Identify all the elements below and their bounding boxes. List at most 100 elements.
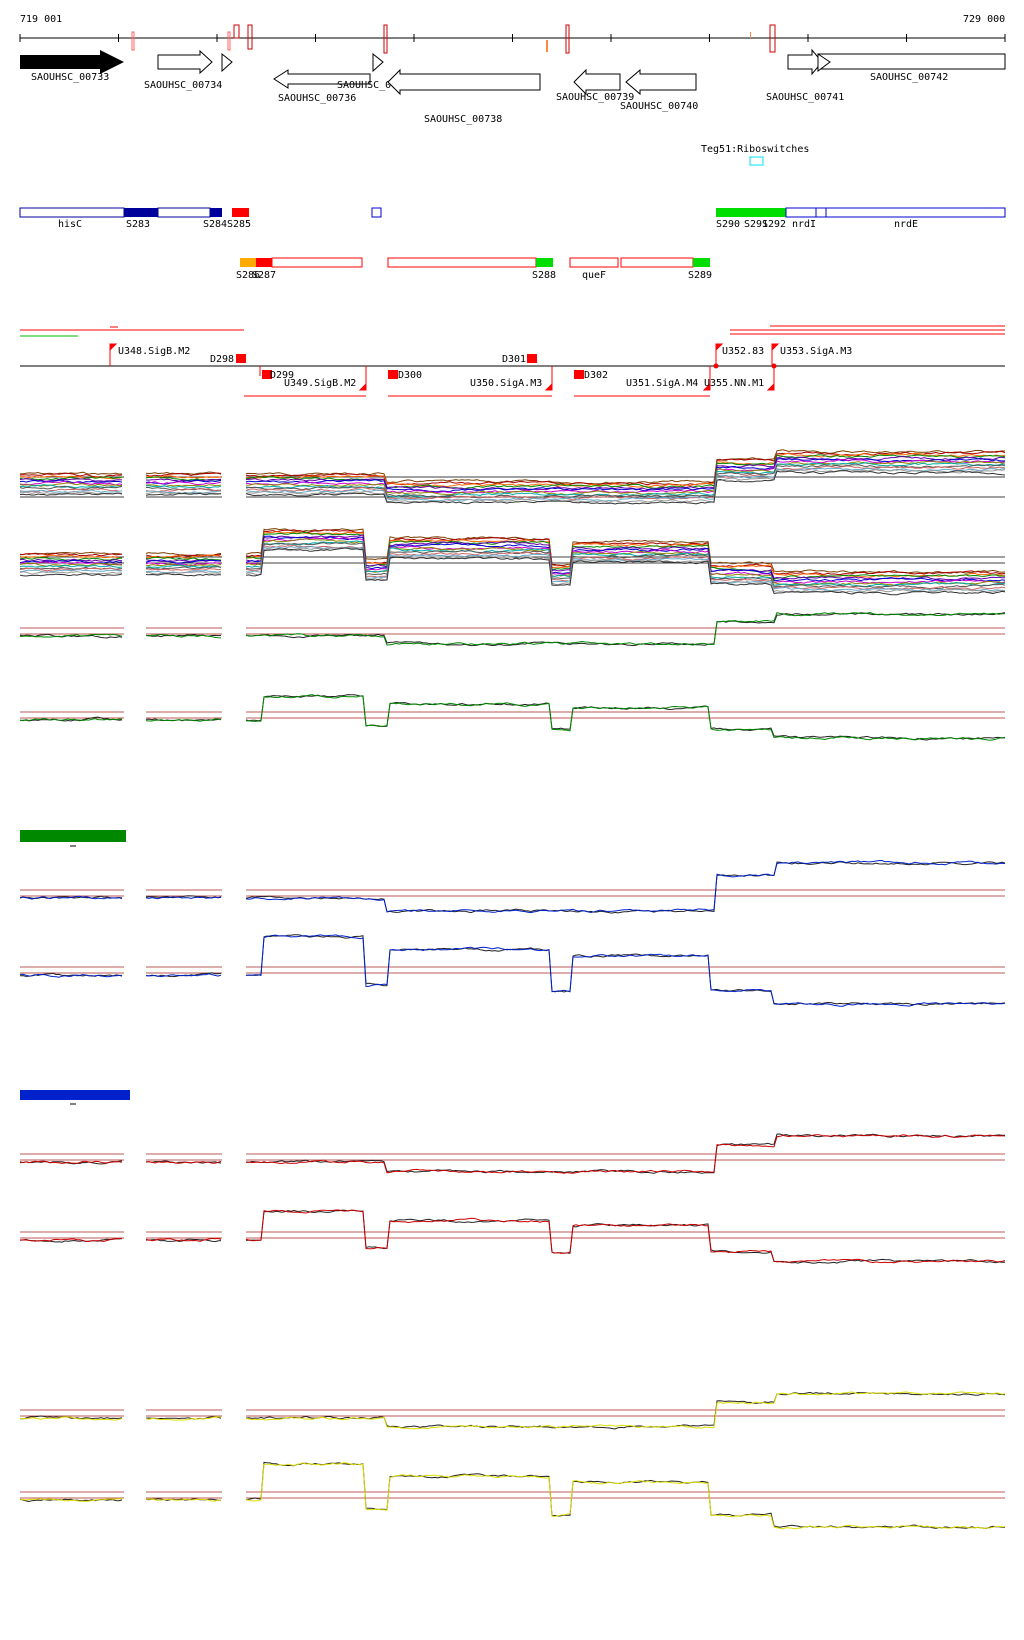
- feature-box[interactable]: [693, 258, 710, 267]
- signal-line: [245, 859, 1006, 914]
- gene-label[interactable]: SAOUHSC_00739: [556, 92, 634, 103]
- signal-line: [245, 465, 1006, 501]
- gene-arrow[interactable]: [787, 48, 823, 76]
- legend-bar-green: [20, 830, 126, 842]
- promoter-label[interactable]: U350.SigA.M3: [470, 378, 542, 389]
- signal-line: [245, 542, 1006, 590]
- feature-label[interactable]: S292: [762, 219, 786, 230]
- signal-line: [19, 551, 123, 556]
- terminator-label[interactable]: D300: [398, 370, 422, 381]
- gene-arrow[interactable]: [573, 68, 621, 96]
- promoter-flag[interactable]: [358, 366, 367, 391]
- terminator-box[interactable]: [262, 370, 272, 379]
- promoter-flag[interactable]: [109, 343, 118, 366]
- terminator-box[interactable]: [236, 354, 246, 363]
- gene-arrow[interactable]: [817, 53, 831, 72]
- terminator-label[interactable]: D299: [270, 370, 294, 381]
- signal-line: [19, 973, 123, 978]
- gene-arrow[interactable]: [387, 68, 541, 96]
- feature-box[interactable]: [240, 258, 256, 267]
- gene-arrow[interactable]: [372, 52, 384, 73]
- promoter-flag[interactable]: [544, 366, 553, 391]
- feature-box[interactable]: [210, 208, 222, 217]
- promoter-flag[interactable]: [715, 343, 724, 366]
- promoter-label[interactable]: U353.SigA.M3: [780, 346, 852, 357]
- feature-label[interactable]: S287: [252, 270, 276, 281]
- promoter-label[interactable]: U351.SigA.M4: [626, 378, 698, 389]
- riboswitch-box[interactable]: [749, 156, 764, 166]
- feature-label[interactable]: S288: [532, 270, 556, 281]
- feature-box[interactable]: [387, 257, 537, 268]
- promoter-flag[interactable]: [766, 366, 775, 391]
- promoter-flag[interactable]: [771, 343, 780, 366]
- feature-label[interactable]: S284: [203, 219, 227, 230]
- riboswitch-label[interactable]: Teg51:Riboswitches: [701, 144, 809, 155]
- promoter-dot: [771, 363, 777, 369]
- feature-box[interactable]: [232, 208, 249, 217]
- promoter-label[interactable]: U349.SigB.M2: [284, 378, 356, 389]
- signal-line: [19, 564, 123, 569]
- gene-label[interactable]: SAOUHSC_00742: [870, 72, 948, 83]
- gene-label[interactable]: SAOUHSC_00733: [31, 72, 109, 83]
- promoter-flag[interactable]: [702, 366, 711, 391]
- feature-label[interactable]: S290: [716, 219, 740, 230]
- signal-line: [245, 534, 1006, 581]
- feature-label[interactable]: S291: [744, 219, 768, 230]
- gene-arrow[interactable]: [157, 49, 213, 75]
- feature-box[interactable]: [124, 208, 158, 217]
- gene-label[interactable]: SAOUHSC_00734: [144, 80, 222, 91]
- feature-box[interactable]: [157, 207, 211, 218]
- feature-box[interactable]: [620, 257, 694, 268]
- feature-box[interactable]: [785, 207, 817, 218]
- feature-mark: [565, 24, 570, 54]
- feature-label[interactable]: S285: [227, 219, 251, 230]
- feature-box[interactable]: [271, 257, 363, 268]
- feature-box[interactable]: [716, 208, 786, 217]
- signal-line: [19, 573, 123, 577]
- gene-arrow[interactable]: [625, 68, 697, 96]
- signal-line: [245, 529, 1006, 576]
- feature-box[interactable]: [569, 257, 619, 268]
- terminator-box[interactable]: [574, 370, 584, 379]
- terminator-box[interactable]: [527, 354, 537, 363]
- feature-box[interactable]: [19, 207, 125, 218]
- feature-label[interactable]: nrdI: [792, 219, 816, 230]
- gene-arrow[interactable]: [817, 53, 1006, 70]
- gene-arrow[interactable]: [221, 52, 233, 73]
- terminator-box[interactable]: [388, 370, 398, 379]
- gene-arrow[interactable]: [20, 50, 124, 74]
- promoter-label[interactable]: U352.83: [722, 346, 764, 357]
- feature-label[interactable]: S289: [688, 270, 712, 281]
- signal-line: [19, 972, 123, 977]
- signal-line: [146, 487, 222, 492]
- feature-label[interactable]: nrdE: [894, 219, 918, 230]
- gene-label[interactable]: SAOUHSC_00738: [424, 114, 502, 125]
- feature-label[interactable]: S283: [126, 219, 150, 230]
- feature-box[interactable]: [825, 207, 1006, 218]
- signal-line: [246, 454, 1006, 490]
- feature-label[interactable]: queF: [582, 270, 606, 281]
- promoter-label[interactable]: U355.NN.M1: [704, 378, 764, 389]
- feature-box[interactable]: [815, 207, 827, 218]
- gene-arrow[interactable]: [273, 69, 371, 89]
- signal-line: [245, 457, 1006, 493]
- signal-line: [145, 472, 222, 477]
- feature-label[interactable]: hisC: [58, 219, 82, 230]
- feature-box[interactable]: [256, 258, 272, 267]
- signal-line: [145, 492, 222, 496]
- feature-mark: [383, 24, 388, 54]
- terminator-label[interactable]: D301: [502, 354, 526, 365]
- feature-label[interactable]: S286: [236, 270, 260, 281]
- feature-box[interactable]: [536, 258, 553, 267]
- signal-line: [245, 1462, 1006, 1530]
- gene-label[interactable]: SAOUHSC_00736: [278, 93, 356, 104]
- feature-box[interactable]: [371, 207, 382, 218]
- promoter-label[interactable]: U348.SigB.M2: [118, 346, 190, 357]
- gene-label[interactable]: SAOUHSC_00740: [620, 101, 698, 112]
- terminator-label[interactable]: D302: [584, 370, 608, 381]
- terminator-label[interactable]: D298: [210, 354, 234, 365]
- gene-label[interactable]: SAOUHSC_00741: [766, 92, 844, 103]
- legend-bar-blue: [20, 1090, 130, 1100]
- signal-line: [245, 1209, 1006, 1264]
- gene-label[interactable]: SAOUHSC_00737: [337, 80, 415, 91]
